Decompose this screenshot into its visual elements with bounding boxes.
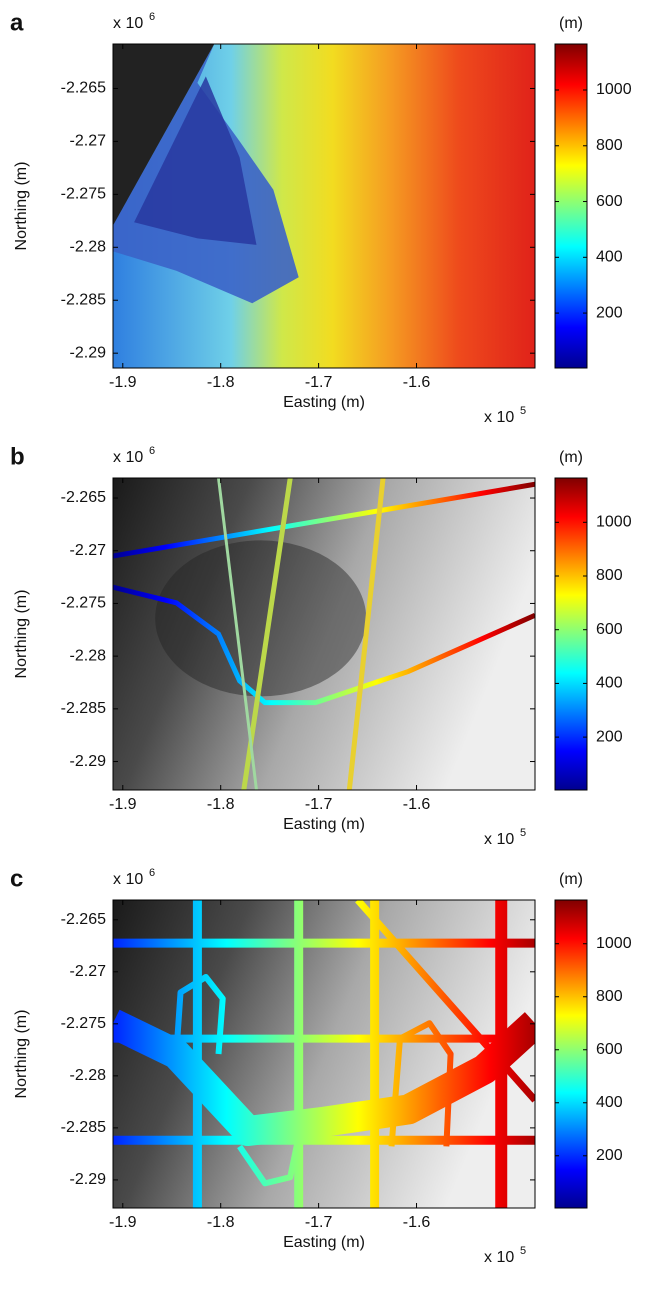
flight-track <box>173 974 226 1055</box>
plot-frame <box>112 899 536 1209</box>
panel <box>113 900 535 1208</box>
y-tick-label: -2.285 <box>61 700 106 717</box>
flight-track <box>237 1114 306 1187</box>
colorbar-label: (m) <box>559 449 583 466</box>
y-tick-label: -2.27 <box>70 542 107 559</box>
panel-label: b <box>10 443 25 470</box>
x-axis-label: Easting (m) <box>283 394 365 411</box>
y-tick-label: -2.285 <box>61 291 106 308</box>
y-tick-label: -2.275 <box>61 1015 106 1032</box>
x-tick-label: -1.6 <box>403 374 431 391</box>
x-tick-label: -1.7 <box>305 796 333 813</box>
colorbar <box>554 477 588 791</box>
x-multiplier-power: 5 <box>520 1245 526 1257</box>
y-tick-label: -2.275 <box>61 186 106 203</box>
x-tick-label: -1.8 <box>207 374 235 391</box>
y-multiplier-power: 6 <box>149 445 155 457</box>
colorbar-tick-label: 400 <box>596 1094 623 1111</box>
y-tick-label: -2.265 <box>61 489 106 506</box>
panel-label: c <box>10 865 23 892</box>
x-tick-label: -1.6 <box>403 1214 431 1231</box>
plot-frame <box>112 477 536 791</box>
x-multiplier-power: 5 <box>520 405 526 417</box>
x-tick-label: -1.8 <box>207 1214 235 1231</box>
x-tick-label: -1.9 <box>109 796 137 813</box>
x-tick-label: -1.6 <box>403 796 431 813</box>
y-multiplier-power: 6 <box>149 867 155 879</box>
panel <box>113 44 535 368</box>
y-multiplier: x 10 <box>113 449 143 466</box>
colorbar-tick-label: 400 <box>596 675 623 692</box>
hillshade-image <box>113 478 535 790</box>
colorbar-tick-label: 1000 <box>596 935 632 952</box>
x-multiplier: x 10 <box>484 409 514 426</box>
colorbar-tick-label: 600 <box>596 621 623 638</box>
colorbar-tick-label: 1000 <box>596 81 632 98</box>
y-tick-label: -2.265 <box>61 80 106 97</box>
colorbar-label: (m) <box>559 871 583 888</box>
y-multiplier: x 10 <box>113 871 143 888</box>
panel <box>113 478 535 790</box>
y-tick-label: -2.285 <box>61 1119 106 1136</box>
x-tick-label: -1.9 <box>109 1214 137 1231</box>
x-tick-label: -1.8 <box>207 796 235 813</box>
colorbar-tick-label: 800 <box>596 567 623 584</box>
low-region <box>134 76 257 245</box>
y-tick-label: -2.27 <box>70 133 107 150</box>
hillshade-shadow <box>155 540 367 697</box>
flight-track <box>113 481 535 559</box>
colorbar-tick-label: 200 <box>596 728 623 745</box>
colorbar-tick-label: 600 <box>596 1041 623 1058</box>
y-axis-label: Northing (m) <box>13 590 30 679</box>
x-multiplier: x 10 <box>484 831 514 848</box>
y-tick-label: -2.28 <box>70 1067 107 1084</box>
flight-track <box>113 1009 535 1146</box>
y-tick-label: -2.27 <box>70 963 107 980</box>
colorbar-tick-label: 400 <box>596 249 623 266</box>
panel-label: a <box>10 9 24 36</box>
colorbar-tick-label: 200 <box>596 304 623 321</box>
colorbar-tick-label: 800 <box>596 137 623 154</box>
y-tick-label: -2.28 <box>70 647 107 664</box>
x-tick-label: -1.9 <box>109 374 137 391</box>
x-tick-label: -1.7 <box>305 1214 333 1231</box>
flight-track <box>346 478 386 790</box>
colorbar-tick-label: 1000 <box>596 514 632 531</box>
colorbar-label: (m) <box>559 15 583 32</box>
y-axis-label: Northing (m) <box>13 1010 30 1099</box>
y-tick-label: -2.265 <box>61 911 106 928</box>
flight-track <box>217 478 258 790</box>
y-tick-label: -2.29 <box>70 753 107 770</box>
x-tick-label: -1.7 <box>305 374 333 391</box>
x-multiplier: x 10 <box>484 1249 514 1266</box>
x-axis-label: Easting (m) <box>283 816 365 833</box>
y-axis-label: Northing (m) <box>13 162 30 251</box>
y-tick-label: -2.29 <box>70 1171 107 1188</box>
x-multiplier-power: 5 <box>520 827 526 839</box>
colorbar-tick-label: 200 <box>596 1147 623 1164</box>
colorbar <box>554 899 588 1209</box>
flight-track <box>113 584 535 706</box>
y-tick-label: -2.28 <box>70 239 107 256</box>
colorbar <box>554 43 588 369</box>
plot-frame <box>112 43 536 369</box>
y-tick-label: -2.275 <box>61 595 106 612</box>
colorbar-tick-label: 800 <box>596 988 623 1005</box>
y-multiplier: x 10 <box>113 15 143 32</box>
colorbar-tick-label: 600 <box>596 193 623 210</box>
x-axis-label: Easting (m) <box>283 1234 365 1251</box>
y-multiplier-power: 6 <box>149 11 155 23</box>
y-tick-label: -2.29 <box>70 344 107 361</box>
